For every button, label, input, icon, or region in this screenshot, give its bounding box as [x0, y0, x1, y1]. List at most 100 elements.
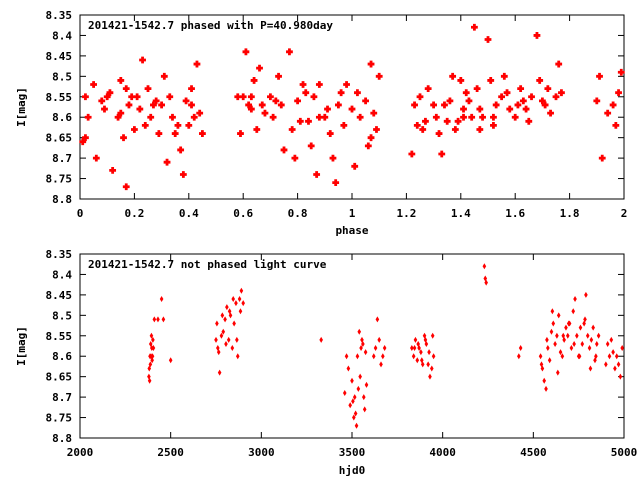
data-point [120, 134, 127, 142]
data-point [122, 85, 130, 92]
data-point [247, 105, 255, 113]
y-tick-label: 8.45 [46, 50, 73, 63]
data-point [609, 101, 617, 109]
data-point [150, 357, 154, 364]
data-point [226, 336, 231, 343]
y-tick-label: 8.5 [52, 70, 72, 83]
data-point [220, 312, 225, 319]
data-point [237, 295, 242, 302]
data-point [155, 130, 163, 137]
data-point [361, 394, 366, 401]
x-tick-labels: 2000 2500 3000 3500 4000 4500 5000 [67, 446, 638, 459]
y-tick-label: 8.55 [46, 330, 73, 343]
data-point [117, 109, 125, 117]
data-point [620, 345, 624, 352]
data-point [422, 332, 427, 339]
data-point [588, 365, 593, 372]
data-point [357, 328, 362, 335]
data-point [616, 361, 621, 368]
data-point [413, 122, 421, 129]
data-point [411, 353, 416, 360]
plot-title: 201421-1542.7 not phased light curve [88, 258, 327, 271]
data-point [541, 101, 549, 109]
data-point [487, 77, 495, 84]
data-point [179, 171, 187, 178]
y-tick-label: 8.5 [52, 309, 72, 322]
data-point [326, 130, 334, 137]
data-point [234, 300, 238, 307]
data-point [159, 295, 164, 302]
y-axis-label: I[mag] [15, 326, 28, 366]
data-point [375, 316, 380, 323]
x-tick-label: 0.4 [179, 207, 199, 220]
data-point [471, 23, 478, 31]
data-point [618, 373, 623, 380]
tick-marks [79, 253, 625, 439]
x-tick-label: 0 [77, 207, 84, 220]
y-tick-label: 8.75 [46, 173, 73, 186]
data-point [235, 336, 239, 343]
x-tick-label: 4500 [520, 446, 547, 459]
data-point [555, 332, 559, 339]
data-point [422, 117, 429, 125]
data-point [413, 336, 418, 343]
data-point [435, 130, 443, 137]
data-point [250, 77, 258, 84]
data-point [465, 97, 473, 105]
data-point [158, 101, 165, 109]
data-point [430, 332, 435, 339]
data-point [547, 357, 552, 364]
data-point [595, 340, 599, 347]
data-point [428, 373, 432, 380]
data-point [410, 345, 414, 352]
data-point [490, 122, 497, 129]
data-point [171, 130, 179, 137]
data-point [482, 263, 487, 270]
data-point [188, 85, 195, 92]
data-point [441, 101, 448, 109]
data-point [101, 105, 108, 113]
data-point [267, 93, 274, 101]
data-point [503, 89, 511, 97]
data-point [315, 113, 323, 121]
data-point [614, 353, 619, 360]
data-point [525, 117, 533, 125]
data-point [584, 291, 588, 298]
data-point [216, 349, 221, 356]
y-tick-label: 8.65 [46, 132, 73, 145]
data-point [416, 93, 424, 101]
x-tick-labels: 0 0.2 0.4 0.6 0.8 1 1.2 1.4 1.6 1.8 2 [77, 207, 628, 220]
data-point [315, 81, 323, 88]
data-point [555, 60, 563, 68]
data-point [150, 101, 157, 109]
y-tick-labels: 8.35 8.4 8.45 8.5 8.55 8.6 8.65 8.7 8.75 8.8 [46, 248, 73, 445]
data-point [617, 68, 625, 76]
data-point [353, 410, 358, 417]
data-point [484, 36, 492, 43]
data-point [424, 85, 432, 92]
y-tick-label: 8.6 [52, 350, 72, 363]
data-point [426, 361, 430, 368]
data-point [544, 85, 552, 92]
data-point [193, 60, 201, 68]
data-point [152, 316, 157, 323]
data-point [177, 146, 185, 154]
data-point [454, 117, 462, 125]
y-tick-label: 8.7 [52, 391, 72, 404]
data-point [429, 365, 434, 372]
x-tick-label: 4000 [429, 446, 456, 459]
data-point [490, 113, 497, 121]
data-point [319, 336, 323, 343]
data-point [305, 117, 312, 125]
data-point [215, 320, 219, 327]
data-point [185, 122, 193, 129]
data-point [593, 97, 601, 105]
data-point [258, 101, 266, 109]
data-point [310, 93, 318, 101]
data-point [352, 394, 357, 401]
data-points [147, 263, 624, 429]
data-point [373, 345, 378, 352]
data-point [147, 377, 152, 384]
data-point [190, 113, 198, 121]
data-point [565, 332, 570, 339]
